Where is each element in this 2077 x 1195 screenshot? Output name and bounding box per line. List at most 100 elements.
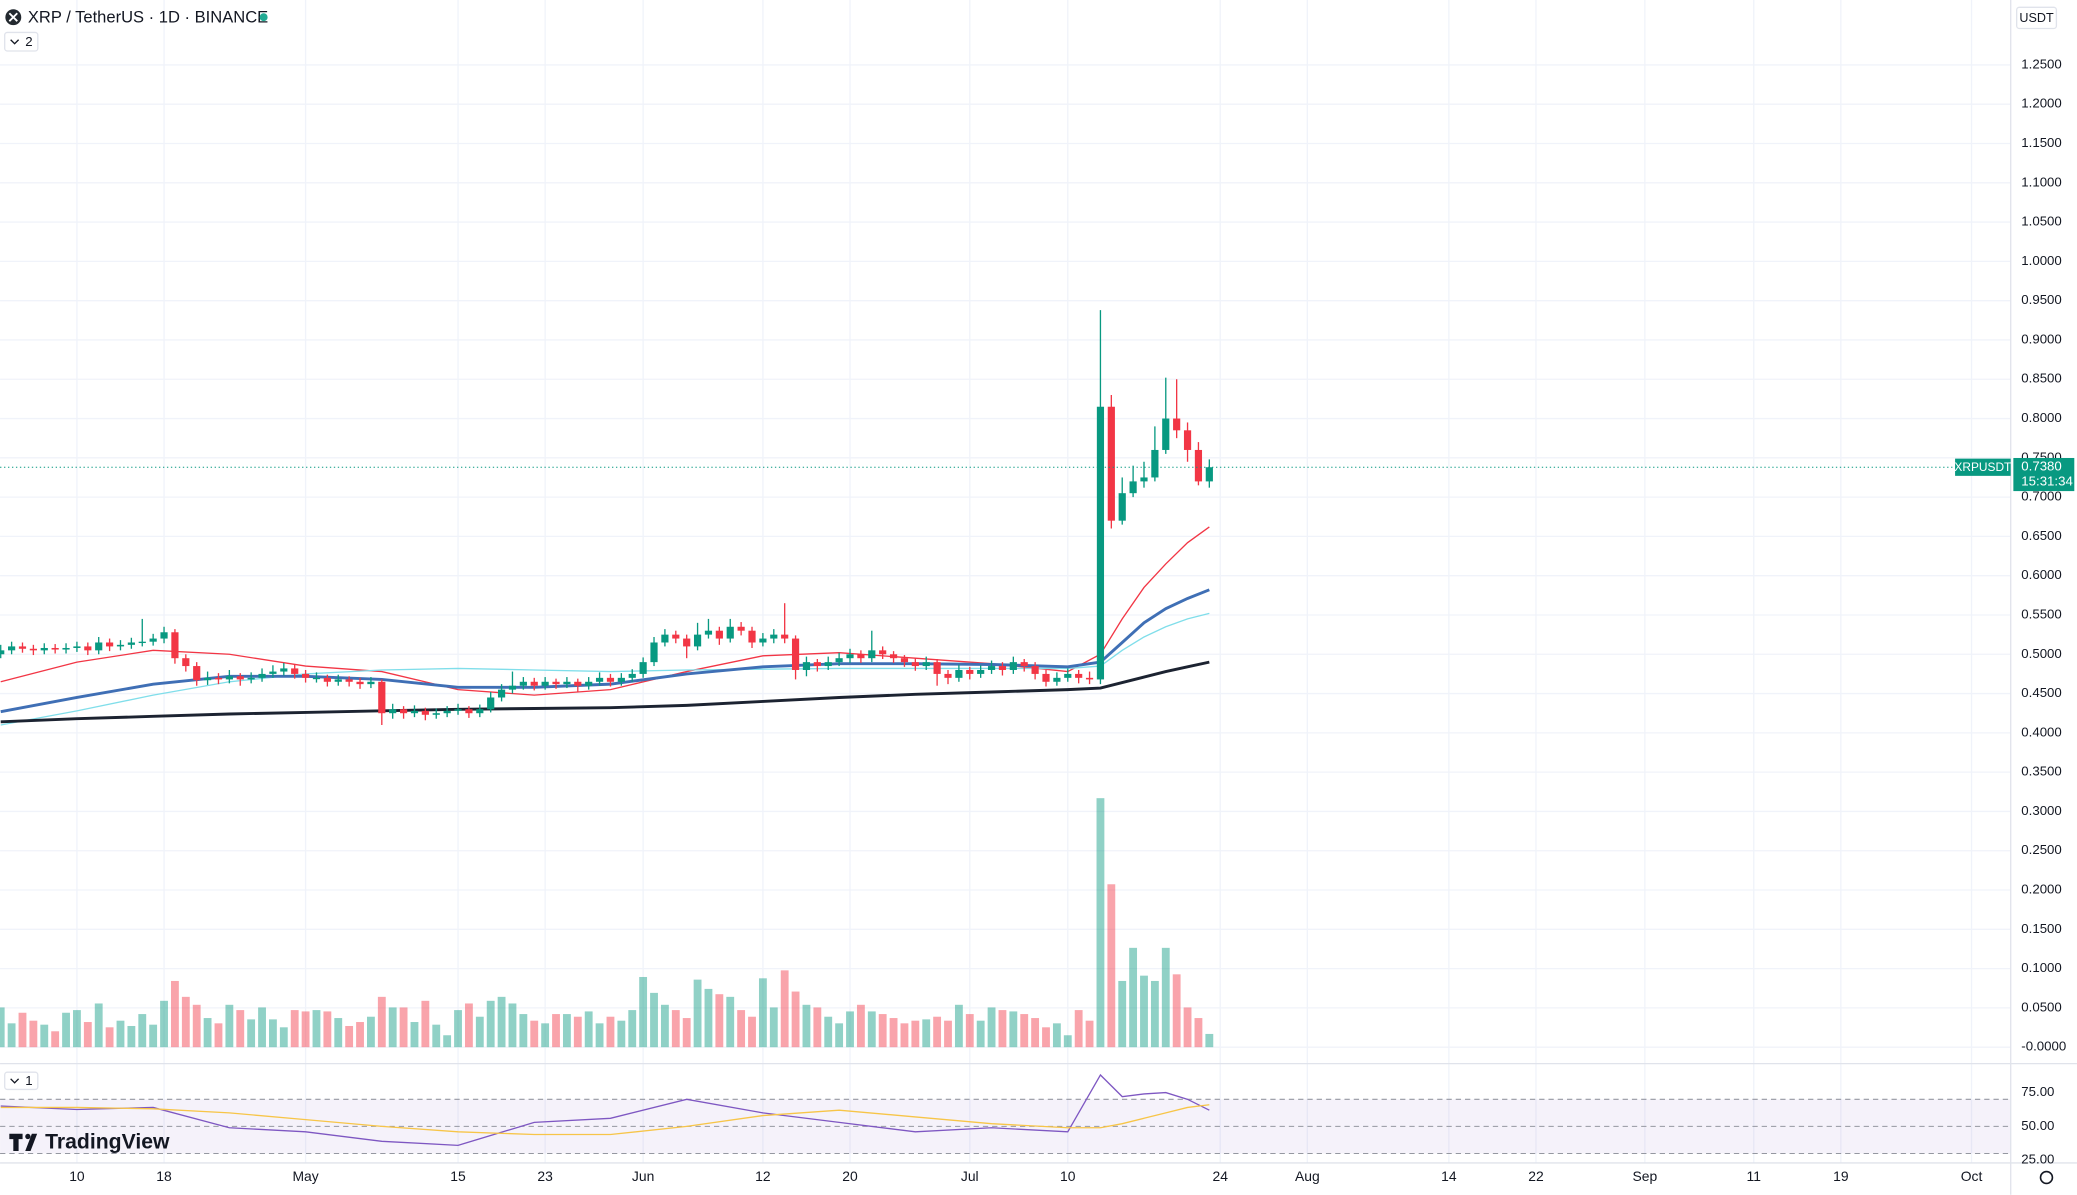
- y-tick-label: 1.1500: [2021, 135, 2061, 150]
- logo-dot: [25, 1133, 31, 1140]
- candle-body: [73, 646, 81, 648]
- candle-body: [585, 681, 593, 686]
- candle-body: [987, 666, 996, 670]
- symbol-icon-mark: [8, 12, 18, 22]
- logo: TradingView: [9, 1131, 170, 1154]
- candle-body: [378, 681, 386, 714]
- candle-body: [51, 647, 59, 650]
- candle-body: [1009, 662, 1017, 670]
- volume-bar: [1140, 975, 1148, 1048]
- volume-bar: [889, 1018, 898, 1048]
- volume-bar: [508, 1003, 517, 1048]
- candle-body: [650, 642, 658, 663]
- logo-icon: [9, 1133, 38, 1152]
- candle-body: [693, 634, 702, 647]
- y-tick-label: 0.6000: [2021, 567, 2061, 582]
- volume-bar: [149, 1024, 158, 1048]
- candle-body: [497, 689, 506, 698]
- moving-average: [0, 660, 1210, 724]
- volume-bar: [780, 970, 789, 1048]
- candle-body: [1118, 493, 1126, 521]
- candle-body: [421, 710, 429, 715]
- volume-bar: [584, 1011, 593, 1048]
- x-tick-label: Sep: [1633, 1168, 1658, 1184]
- indicator-toggle[interactable]: [4, 31, 39, 52]
- volume-bar: [704, 988, 713, 1048]
- candle-body: [606, 677, 615, 682]
- rsi-background: [0, 1098, 2011, 1155]
- volume-bar: [562, 1014, 571, 1048]
- volume-bar: [1031, 1018, 1040, 1048]
- volume-bar: [1052, 1023, 1061, 1048]
- candle-body: [770, 634, 778, 639]
- volume-bar: [247, 1019, 256, 1048]
- volume-bar: [965, 1014, 974, 1048]
- volume-bar: [846, 1011, 854, 1048]
- moving-average: [0, 588, 1210, 714]
- volume-bar: [867, 1011, 876, 1048]
- candle-body: [1151, 449, 1159, 478]
- x-tick-label: 10: [1060, 1168, 1076, 1184]
- candle-body: [922, 662, 930, 667]
- volume-bar: [748, 1016, 756, 1048]
- y-tick-label: -0.0000: [2021, 1039, 2066, 1054]
- y-tick-label: 0.2000: [2021, 882, 2061, 897]
- candle-body: [846, 654, 854, 659]
- pane-toggle[interactable]: [4, 1071, 39, 1091]
- candle-body: [193, 666, 201, 681]
- volume-bar: [573, 1016, 582, 1048]
- volume-bar: [693, 979, 702, 1048]
- volume-bar: [835, 1023, 844, 1048]
- currency-button[interactable]: [2016, 6, 2058, 30]
- y-tick-label: 0.0500: [2021, 999, 2061, 1014]
- volume-bar: [541, 1023, 550, 1048]
- x-tick-label: 22: [1528, 1168, 1544, 1184]
- volume-bar: [1074, 1010, 1083, 1048]
- volume-bar: [432, 1024, 441, 1048]
- x-tick-label: Jun: [632, 1168, 654, 1184]
- candle-body: [595, 677, 604, 682]
- candle-body: [791, 638, 800, 670]
- currency-label: USDT: [2019, 11, 2054, 25]
- volume-bar: [737, 1010, 746, 1048]
- volume-bar: [1129, 947, 1138, 1048]
- x-tick-label: 23: [537, 1168, 553, 1184]
- candle-body: [399, 709, 408, 714]
- candle-body: [628, 673, 636, 678]
- volume-bar: [366, 1016, 375, 1048]
- header: XRP / TetherUS · 1D · BINANCE 2 USDT: [4, 6, 2058, 52]
- volume-bar: [976, 1020, 985, 1048]
- y-tick-label: 0.5000: [2021, 646, 2061, 661]
- x-tick-label: 18: [156, 1168, 172, 1184]
- candle-body: [519, 681, 527, 686]
- candle-body: [1140, 477, 1148, 482]
- candle-body: [661, 634, 669, 643]
- candle-body: [715, 630, 723, 639]
- x-tick-label: 19: [1833, 1168, 1849, 1184]
- volume-bar: [475, 1016, 484, 1048]
- volume-bar: [1118, 980, 1127, 1048]
- candle-body: [214, 677, 223, 680]
- volume-bar: [1172, 974, 1181, 1048]
- candle-body: [356, 681, 364, 685]
- y-tick-label: 0.1000: [2021, 960, 2061, 975]
- volume-bar: [464, 1003, 473, 1048]
- volume-bar: [595, 1023, 604, 1048]
- volume-bar: [334, 1018, 343, 1048]
- y-tick-label: 0.8500: [2021, 371, 2061, 386]
- volume-bar: [1096, 798, 1105, 1048]
- candle-body: [900, 658, 909, 663]
- candle-body: [301, 673, 310, 678]
- x-tick-label: Jul: [961, 1168, 979, 1184]
- settings-icon[interactable]: [2039, 1170, 2054, 1185]
- x-tick-label: Aug: [1295, 1168, 1320, 1184]
- volume-bar: [900, 1023, 909, 1048]
- y-tick-label: 1.0500: [2021, 214, 2061, 229]
- symbol-title[interactable]: XRP / TetherUS · 1D · BINANCE: [28, 7, 268, 26]
- candle-body: [835, 658, 843, 663]
- logo-text[interactable]: TradingView: [45, 1131, 170, 1154]
- candle-body: [204, 677, 212, 681]
- volume-bar: [1009, 1011, 1018, 1048]
